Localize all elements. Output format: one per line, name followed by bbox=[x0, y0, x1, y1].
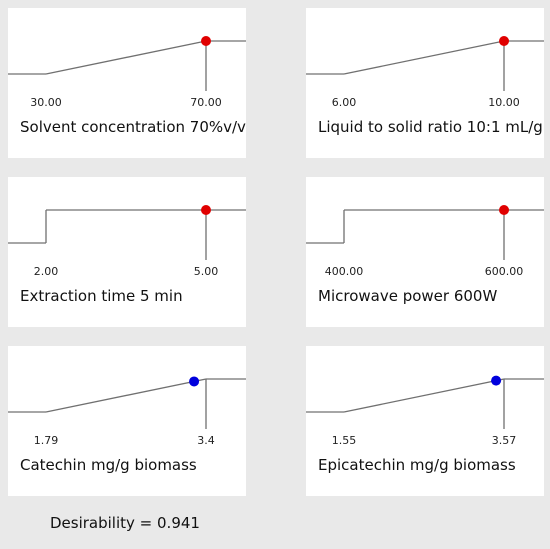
optimum-marker bbox=[201, 36, 211, 46]
factor-panel-6: 1.55 3.57 Epicatechin mg/g biomass bbox=[306, 346, 544, 496]
optimum-marker bbox=[201, 205, 211, 215]
desirability-ramp bbox=[8, 376, 246, 429]
factor-caption: Solvent concentration 70%v/v bbox=[20, 118, 246, 136]
desirability-ramp bbox=[306, 36, 544, 91]
high-tick-label: 10.00 bbox=[488, 96, 520, 109]
optimum-marker bbox=[491, 375, 502, 386]
high-tick-label: 5.00 bbox=[193, 265, 219, 278]
high-tick-label: 70.00 bbox=[190, 96, 222, 109]
ramp-line bbox=[45, 378, 207, 413]
factor-panel-4: 400.00 600.00 Microwave power 600W bbox=[306, 177, 544, 327]
ramp-line bbox=[45, 40, 207, 75]
factor-panel-5: 1.79 3.4 Catechin mg/g biomass bbox=[8, 346, 246, 496]
high-tick-label: 3.57 bbox=[491, 434, 517, 447]
high-tick-label: 3.4 bbox=[197, 434, 215, 447]
low-tick-label: 2.00 bbox=[33, 265, 59, 278]
low-tick-label: 6.00 bbox=[331, 96, 357, 109]
factor-panel-1: 30.00 70.00 Solvent concentration 70%v/v bbox=[8, 8, 246, 158]
ramp-line bbox=[343, 40, 505, 75]
factor-caption: Catechin mg/g biomass bbox=[20, 456, 197, 474]
desirability-ramp bbox=[8, 36, 246, 91]
ramp-line bbox=[343, 378, 505, 413]
factor-caption: Microwave power 600W bbox=[318, 287, 498, 305]
low-tick-label: 1.79 bbox=[33, 434, 59, 447]
low-tick-label: 400.00 bbox=[324, 265, 364, 278]
desirability-ramp bbox=[306, 205, 544, 260]
desirability-ramp bbox=[8, 205, 246, 260]
desirability-ramp bbox=[306, 375, 544, 429]
desirability-label: Desirability = 0.941 bbox=[50, 514, 200, 532]
factor-panel-2: 6.00 10.00 Liquid to solid ratio 10:1 mL/g bbox=[306, 8, 544, 158]
optimum-marker bbox=[189, 376, 200, 387]
low-tick-label: 1.55 bbox=[331, 434, 357, 447]
factor-panel-3: 2.00 5.00 Extraction time 5 min bbox=[8, 177, 246, 327]
factor-caption: Extraction time 5 min bbox=[20, 287, 183, 305]
factor-caption: Liquid to solid ratio 10:1 mL/g bbox=[318, 118, 543, 136]
optimum-marker bbox=[499, 36, 509, 46]
factor-caption: Epicatechin mg/g biomass bbox=[318, 456, 516, 474]
low-tick-label: 30.00 bbox=[30, 96, 62, 109]
high-tick-label: 600.00 bbox=[484, 265, 524, 278]
optimum-marker bbox=[499, 205, 509, 215]
